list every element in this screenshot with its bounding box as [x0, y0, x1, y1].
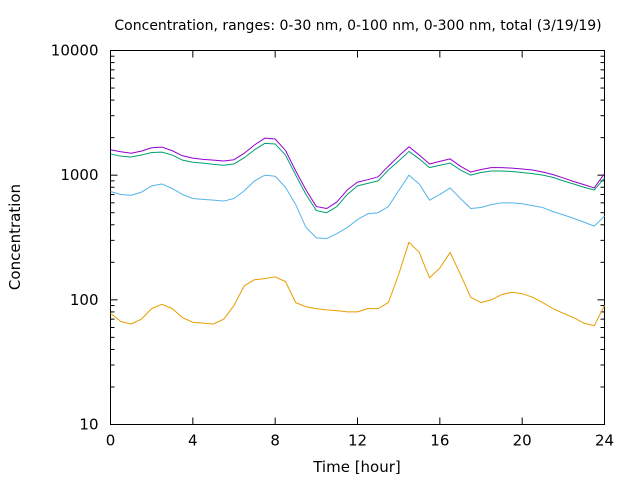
series-line-1 — [110, 241, 605, 327]
series-line-4 — [110, 137, 605, 210]
series-layer — [110, 137, 605, 327]
x-tick-label: 12 — [348, 432, 367, 450]
series-line-3 — [110, 142, 605, 214]
axis-ticks — [110, 50, 605, 425]
x-tick-label: 16 — [430, 432, 449, 450]
plot-frame — [110, 50, 605, 425]
x-tick-label: 20 — [513, 432, 532, 450]
x-tick-label: 0 — [106, 432, 116, 450]
y-tick-label: 10000 — [51, 42, 99, 60]
chart-title: Concentration, ranges: 0-30 nm, 0-100 nm… — [114, 18, 601, 34]
x-axis-label: Time [hour] — [312, 458, 401, 476]
tick-labels: 0 4 8 12 16 20 24 10 100 1000 10000 — [51, 42, 614, 450]
x-tick-label: 8 — [270, 432, 280, 450]
series-line-2 — [110, 174, 605, 240]
x-tick-label: 4 — [188, 432, 198, 450]
y-axis-label: Concentration — [6, 184, 24, 290]
y-tick-label: 10 — [79, 416, 98, 434]
y-tick-label: 100 — [70, 291, 99, 309]
y-tick-label: 1000 — [60, 166, 98, 184]
x-tick-label: 24 — [595, 432, 614, 450]
